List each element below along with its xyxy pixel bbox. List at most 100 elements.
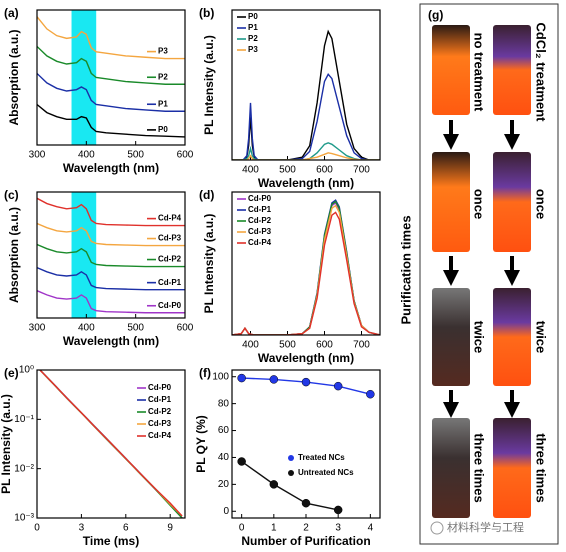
point	[237, 373, 246, 383]
plot-area	[232, 199, 380, 335]
series-line	[37, 197, 185, 227]
y-tick-label: 100	[212, 371, 229, 382]
legend-label: P2	[158, 72, 168, 81]
row-label: twice	[472, 321, 487, 354]
y-tick-label: 40	[218, 452, 230, 463]
plot-area	[39, 370, 183, 518]
legend-label: Cd-P2	[248, 216, 272, 225]
x-tick-label: 500	[279, 165, 296, 176]
point	[301, 498, 311, 508]
vial	[493, 152, 531, 252]
highlight-band	[71, 192, 97, 318]
point	[366, 389, 375, 399]
x-tick-label: 4	[368, 523, 374, 534]
x-tick-label: 600	[316, 165, 333, 176]
column-label: no treatment	[472, 33, 487, 112]
axes-frame	[231, 191, 381, 336]
legend-label: P0	[248, 12, 258, 21]
point	[269, 375, 279, 384]
y-axis-label: PL Intensity (a.u.)	[202, 35, 216, 135]
highlight-band	[71, 10, 97, 145]
series-line	[232, 152, 380, 160]
panel-label: (c)	[4, 188, 19, 202]
chart-panel: 300 400 500 600 Wavelength (nm) Absorption (a…	[4, 188, 194, 348]
legend-label: Cd-P4	[158, 214, 182, 223]
legend-label: Cd-P4	[248, 238, 272, 247]
legend-label: Cd-P3	[148, 419, 172, 428]
legend-label: P2	[248, 34, 258, 43]
x-tick-label: 2	[303, 523, 309, 534]
series-line	[241, 460, 339, 511]
x-tick-label: 0	[34, 523, 40, 534]
vial	[432, 288, 470, 386]
legend-label: P1	[158, 99, 168, 108]
legend-label: Untreated NCs	[298, 468, 354, 477]
x-axis-label: Wavelength (nm)	[258, 351, 354, 365]
point	[237, 457, 246, 466]
x-tick-label: 3	[335, 523, 341, 534]
plot-area	[37, 16, 185, 138]
legend-label: Cd-P0	[248, 194, 272, 203]
y-axis-label: PL QY (%)	[194, 415, 208, 473]
x-tick-label: 400	[78, 323, 95, 334]
legend-label: Cd-P1	[148, 395, 172, 404]
y-tick-label: 60	[218, 425, 230, 436]
panel-label: (f)	[199, 366, 211, 380]
series-line	[39, 370, 183, 517]
legend-marker	[288, 455, 294, 461]
x-tick-label: 400	[242, 165, 259, 176]
x-tick-label: 6	[123, 523, 129, 534]
watermark-icon	[430, 521, 444, 535]
legend-label: P0	[158, 125, 168, 134]
legend-label: Cd-P3	[158, 234, 182, 243]
legend-label: Cd-P3	[248, 227, 272, 236]
point	[333, 505, 343, 515]
series-line	[37, 290, 185, 314]
x-tick-label: 500	[127, 323, 144, 334]
plot-area	[241, 377, 371, 511]
series-line	[37, 243, 185, 268]
point	[269, 480, 279, 489]
axes-frame	[36, 191, 186, 319]
x-tick-label: 0	[239, 523, 245, 534]
vial	[432, 418, 470, 518]
vial	[493, 288, 531, 386]
y-tick-label: 20	[218, 479, 230, 490]
row-label: once	[534, 189, 549, 219]
legend-label: Cd-P2	[158, 255, 182, 264]
panel-label: (g)	[428, 8, 443, 22]
series-line	[232, 211, 380, 335]
photo-panel: (g) Purification times no treatment CdCl…	[398, 3, 559, 545]
x-tick-label: 300	[29, 323, 46, 334]
legend-label: Cd-P4	[148, 431, 172, 440]
axes-frame	[36, 369, 186, 519]
series-line	[37, 45, 185, 85]
axes-frame	[231, 9, 381, 161]
legend-label: P1	[248, 23, 258, 32]
point	[333, 381, 343, 391]
x-tick-label: 600	[316, 340, 333, 351]
series-line	[37, 266, 185, 291]
vial	[493, 25, 531, 115]
axes-frame	[231, 369, 381, 519]
watermark: 材料科学与工程	[447, 520, 524, 534]
x-tick-label: 700	[353, 165, 370, 176]
legend-label: Treated NCs	[298, 453, 345, 462]
x-tick-label: 400	[242, 340, 259, 351]
y-axis-label: PL Intensity (a.u.)	[202, 214, 216, 314]
row-label: twice	[534, 321, 549, 354]
row-label: three times	[472, 433, 487, 502]
row-label: once	[472, 189, 487, 219]
vial	[432, 152, 470, 252]
x-tick-label: 500	[127, 150, 144, 161]
vial	[432, 25, 470, 115]
chart-panel: 300 400 500 600 Wavelength (nm) Absorption (a…	[4, 6, 194, 175]
legend-label: P3	[158, 47, 168, 56]
legend-label: Cd-P1	[158, 278, 182, 287]
chart-panel: 0 3 6 9 10⁰ 10⁻¹ 10⁻² 10⁻³ Time (ms) PL Intensity…	[0, 365, 186, 548]
x-axis-label: Time (ms)	[83, 534, 139, 548]
x-tick-label: 600	[177, 150, 194, 161]
